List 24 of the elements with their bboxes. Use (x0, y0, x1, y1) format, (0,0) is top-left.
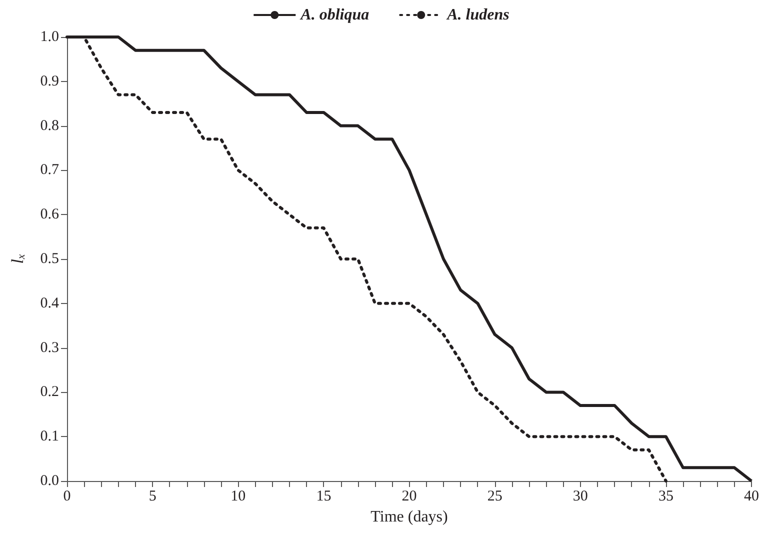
y-tick-label: 0.3 (40, 340, 59, 356)
y-tick-label: 0.8 (40, 118, 59, 134)
x-tick-label: 40 (744, 488, 759, 504)
x-tick-label: 5 (148, 488, 156, 504)
y-tick-label: 0.1 (40, 428, 59, 445)
y-tick-label: 0.2 (40, 384, 59, 400)
x-tick-label: 25 (487, 488, 502, 504)
y-axis-title: lx (8, 254, 28, 264)
y-tick-label: 0.4 (40, 295, 60, 312)
x-axis-title: Time (days) (370, 508, 448, 526)
y-tick-label: 1.0 (40, 29, 59, 45)
x-tick-label: 35 (658, 488, 674, 504)
y-tick-label: 0.0 (40, 473, 59, 489)
x-tick-label: 20 (402, 488, 417, 504)
legend-label: A. ludens (446, 6, 510, 24)
x-tick-label: 15 (316, 488, 332, 504)
y-tick-label: 0.6 (40, 206, 60, 223)
x-tick-label: 0 (63, 488, 71, 504)
y-tick-label: 0.9 (40, 73, 59, 90)
x-tick-label: 10 (230, 488, 246, 504)
y-tick-label: 0.7 (40, 162, 60, 178)
y-tick-label: 0.5 (40, 251, 59, 267)
x-tick-label: 30 (572, 488, 588, 504)
legend-label: A. obliqua (300, 6, 370, 24)
